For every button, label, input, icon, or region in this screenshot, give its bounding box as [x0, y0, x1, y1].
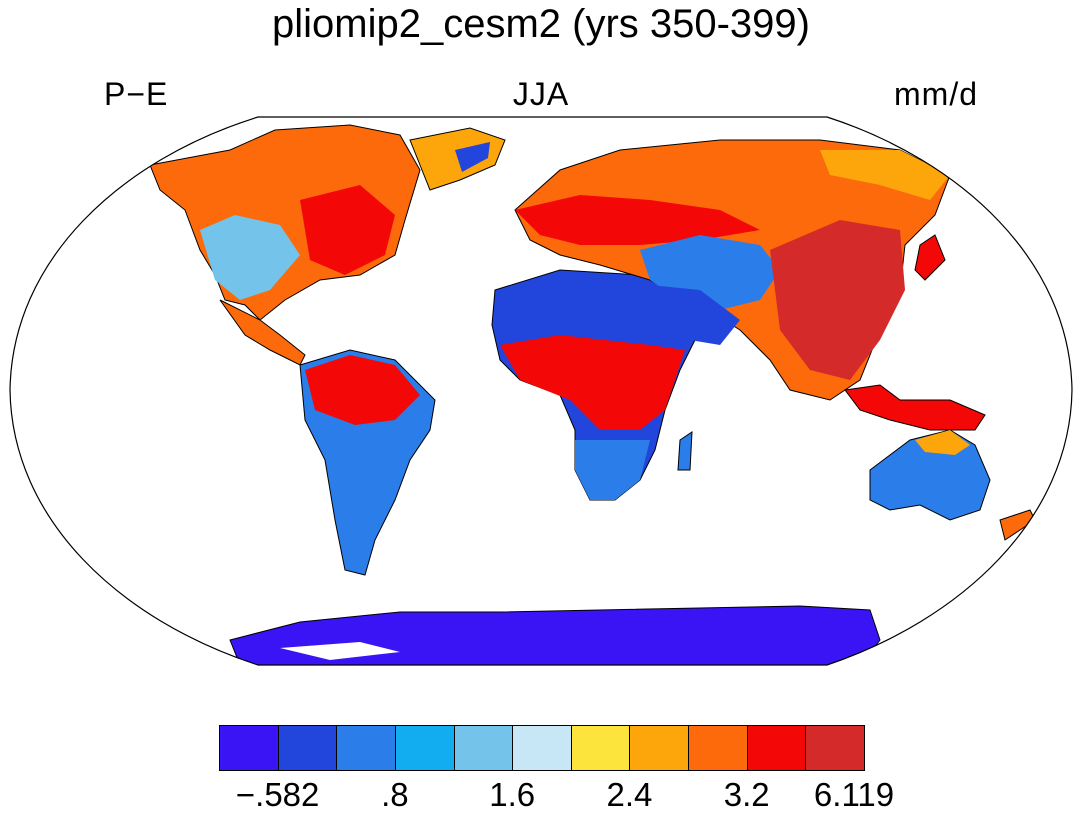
units-label: mm/d [894, 76, 978, 112]
japan [914, 234, 946, 281]
sahel-wet [500, 335, 685, 430]
colorbar-tick-label: 1.6 [489, 776, 536, 813]
colorbar-swatch [570, 725, 631, 771]
colorbar-swatch [453, 725, 514, 771]
colorbar-swatch [336, 725, 396, 771]
colorbar-swatch [629, 725, 690, 771]
greenland-interior [455, 142, 490, 172]
new-zealand [999, 509, 1036, 541]
amazon-wet [305, 355, 420, 425]
colorbar-swatch [394, 725, 455, 771]
colorbar-swatch [688, 725, 748, 771]
colorbar [219, 725, 865, 773]
east-asia-wet [770, 220, 905, 380]
colorbar-swatch [746, 725, 807, 771]
colorbar-swatch [805, 725, 865, 771]
globe-outline [9, 116, 1073, 666]
arabia-dry [650, 285, 740, 345]
colorbar-swatch [512, 725, 572, 771]
colorbar-tick-label: .8 [381, 776, 409, 813]
plot-title: pliomip2_cesm2 (yrs 350-399) [271, 2, 810, 46]
madagascar [677, 431, 693, 471]
variable-label: P−E [104, 76, 169, 112]
central-america [219, 299, 306, 366]
antarctica-coast-white [280, 642, 400, 660]
colorbar-tick-label: 3.2 [723, 776, 770, 813]
north-america-east-red [300, 185, 395, 275]
colorbar-swatch [277, 725, 338, 771]
siberia [820, 150, 950, 200]
colorbar-tick-label: −.582 [235, 776, 320, 813]
north-america-west-blue [200, 215, 300, 300]
australia [869, 429, 991, 521]
season-label: JJA [512, 76, 570, 112]
maritime-continent [844, 384, 986, 431]
europe-red [515, 195, 760, 245]
colorbar-tick-label: 2.4 [606, 776, 653, 813]
colorbar-tick-label: 6.119 [813, 776, 895, 813]
colorbar-swatch [219, 725, 279, 771]
africa-south [575, 440, 650, 500]
greenland [409, 127, 506, 191]
australia-north [915, 430, 970, 455]
